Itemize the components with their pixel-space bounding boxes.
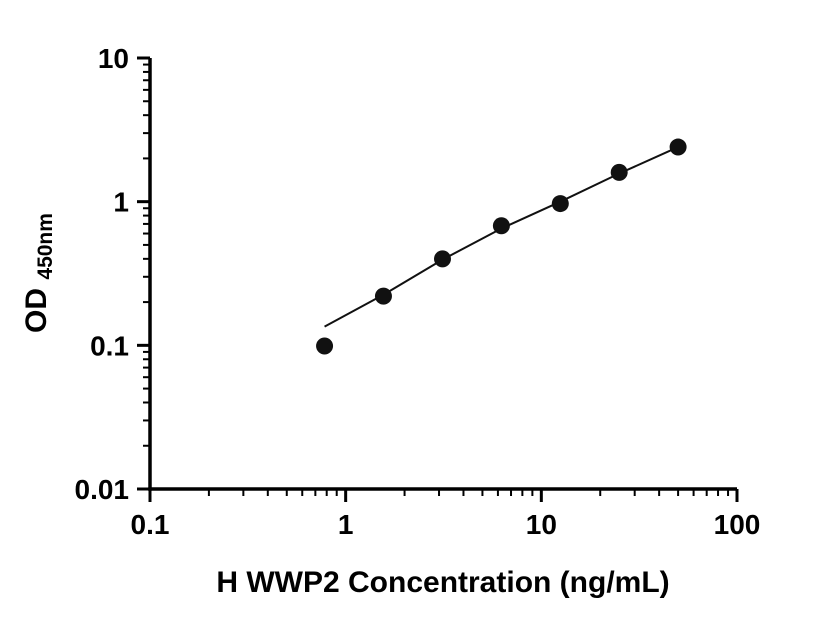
data-point <box>374 287 392 305</box>
y-axis-title-sub: 450nm <box>34 213 57 280</box>
y-axis-tick-label: 0.1 <box>90 330 129 361</box>
x-axis-tick-label: 10 <box>526 509 557 540</box>
x-axis-tick-label: 0.1 <box>131 509 170 540</box>
data-point <box>669 138 687 156</box>
x-axis-tick-label: 1 <box>338 509 354 540</box>
x-axis-tick-label: 100 <box>714 509 761 540</box>
data-point <box>551 195 569 213</box>
data-point <box>610 163 628 181</box>
y-axis-tick-label: 0.01 <box>75 474 130 505</box>
data-point <box>316 337 334 355</box>
y-axis-tick-label: 10 <box>98 43 129 74</box>
data-point <box>492 217 510 235</box>
x-axis-title: H WWP2 Concentration (ng/mL) <box>216 566 669 599</box>
y-axis-title: OD 450nm <box>20 213 57 333</box>
y-axis-title-main: OD <box>20 288 53 333</box>
data-point <box>433 250 451 268</box>
y-axis-tick-label: 1 <box>113 187 129 218</box>
